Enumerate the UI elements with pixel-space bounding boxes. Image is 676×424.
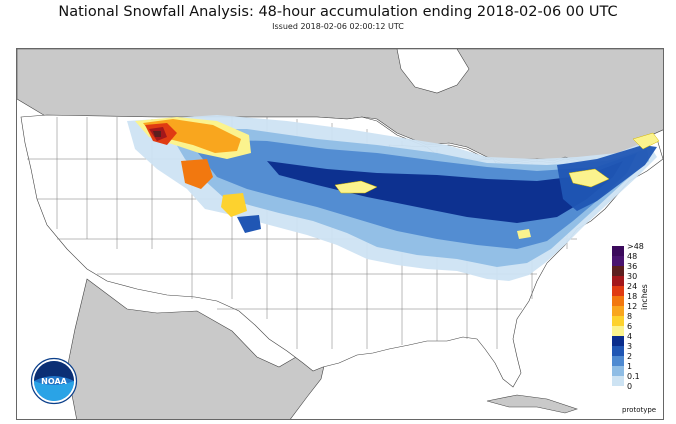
legend-swatch (612, 366, 624, 376)
snow-virginia-pocket (517, 229, 531, 239)
legend-swatch (612, 256, 624, 266)
legend-label: 3 (627, 342, 633, 351)
cuba-land (486, 394, 578, 414)
legend-swatch (612, 276, 624, 286)
legend-swatch (612, 286, 624, 296)
legend-label: 30 (627, 272, 638, 281)
legend-swatch (612, 326, 624, 336)
noaa-logo-icon: NOAA (30, 357, 78, 405)
legend: >48 48 36 30 24 18 12 8 6 4 3 2 1 0.1 0 (610, 242, 660, 396)
snow-3-4in (267, 161, 623, 223)
legend-label: 0.1 (627, 372, 640, 381)
snow-wyoming-pocket (221, 193, 247, 217)
snow-ne-6in (568, 168, 610, 188)
legend-label: 48 (627, 252, 638, 261)
noaa-logo-text: NOAA (41, 377, 67, 386)
snowfall-map[interactable] (16, 48, 664, 420)
legend-label: >48 (627, 242, 644, 251)
legend-label: 2 (627, 352, 633, 361)
legend-label: 24 (627, 282, 638, 291)
map-title: National Snowfall Analysis: 48-hour accu… (58, 4, 618, 20)
legend-swatch (612, 346, 624, 356)
legend-swatch (612, 296, 624, 306)
legend-swatch (612, 316, 624, 326)
prototype-label: prototype (622, 406, 657, 414)
snow-west-48in (153, 131, 161, 137)
legend-swatch (612, 376, 624, 386)
hudson-bay-water (396, 49, 470, 94)
legend-label: 0 (627, 382, 633, 391)
snow-idaho-pocket (181, 159, 213, 189)
legend-units: inches (640, 284, 649, 310)
legend-swatch (612, 266, 624, 276)
legend-label: 1 (627, 362, 633, 371)
legend-swatch (612, 306, 624, 316)
legend-label: 36 (627, 262, 638, 271)
legend-swatch (612, 246, 624, 256)
legend-label: 8 (627, 312, 633, 321)
legend-label: 18 (627, 292, 638, 301)
snow-central-6in (334, 180, 378, 194)
legend-swatch (612, 386, 624, 396)
legend-label: 12 (627, 302, 638, 311)
snow-colorado-pocket (237, 215, 261, 233)
legend-label: 6 (627, 322, 633, 331)
map-canvas (17, 49, 663, 419)
map-subtitle: Issued 2018-02-06 02:00:12 UTC (272, 22, 404, 31)
snow-maine-6in (632, 132, 660, 150)
legend-label: 4 (627, 332, 633, 341)
legend-swatch (612, 336, 624, 346)
legend-swatch (612, 356, 624, 366)
